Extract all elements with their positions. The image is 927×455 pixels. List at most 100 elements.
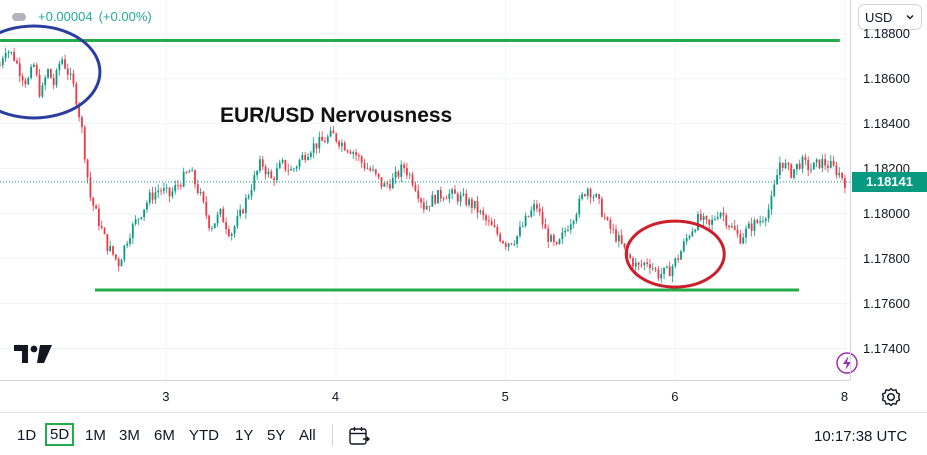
time-tick-label: 8 [840,389,849,404]
grid-lines [0,0,850,380]
candle-body [603,216,606,218]
candle-body [471,199,473,208]
candle-body [564,230,567,233]
timeframe-all-button[interactable]: All [299,427,316,444]
candle-body [369,168,372,171]
candle-body [81,117,83,128]
candle-body [680,251,682,260]
candle-body [818,159,821,168]
candle-body [420,198,422,203]
candle-body [552,235,555,242]
time-tick-label: 3 [162,389,170,404]
candle-body [304,155,307,161]
candle-body [773,184,776,197]
candle-body [651,268,654,269]
tradingview-logo-icon[interactable] [14,345,52,363]
candle-body [499,234,502,242]
candle-body [586,188,589,196]
currency-selector[interactable]: USD [858,4,922,30]
candle-body [711,219,713,225]
candle-body [691,231,694,237]
candle-body [157,190,160,193]
candle-body [216,214,219,224]
candle-body [742,237,745,244]
time-axis[interactable] [0,380,850,413]
annotation-circles [0,24,726,289]
candle-body [730,226,733,228]
candle-body [52,78,55,86]
candle-body [632,258,634,267]
candle-body [83,127,86,160]
candle-body [790,164,793,178]
price-axis[interactable] [850,0,927,380]
gear-icon[interactable] [880,386,902,408]
candle-body [109,246,112,252]
candle-body [581,194,584,199]
candle-body [194,170,196,185]
calendar-icon[interactable] [347,424,371,448]
collapse-pill-icon[interactable] [12,12,26,21]
candle-body [191,170,194,172]
candle-body [95,205,97,209]
candle-body [745,228,747,238]
candle-body [519,226,521,236]
candle-body [55,70,58,86]
candle-body [694,229,697,232]
candle-body [747,223,750,229]
candle-body [49,69,52,79]
candle-body [301,155,304,160]
candle-body [244,197,247,214]
candle-body [278,162,281,169]
candle-body [264,166,267,175]
candle-body [112,246,114,255]
candle-body [456,193,459,202]
candle-body [394,171,397,178]
timeframe-3m-button[interactable]: 3M [119,427,140,444]
candle-body [437,190,439,204]
candle-body [4,53,7,59]
timeframe-1d-button[interactable]: 1D [17,427,37,444]
flash-icon[interactable] [836,352,858,374]
candle-body [600,198,603,217]
timeframe-6m-button[interactable]: 6M [154,427,175,444]
candle-body [199,191,202,194]
candle-body [295,166,298,169]
price-tick-label: 1.18400 [863,115,910,131]
clock[interactable]: 10:17:38 UTC [814,428,908,445]
candle-body [69,73,72,75]
candle-body [502,241,504,244]
candle-body [18,63,21,77]
candle-body [422,202,425,210]
timeframe-1m-button[interactable]: 1M [85,427,106,444]
candle-body [668,266,671,277]
candle-body [770,196,773,210]
candle-body [779,162,781,176]
time-tick-label: 6 [671,389,679,404]
candle-body [355,152,357,156]
candle-body [318,136,321,149]
timeframe-5y-button[interactable]: 5Y [267,427,286,444]
candle-body [810,169,812,171]
candle-body [292,168,295,170]
candle-body [544,224,547,229]
timeframe-5d-button[interactable]: 5D [45,423,75,446]
levels [0,38,840,292]
candle-body [606,217,609,220]
candle-body [841,172,843,179]
price-chart[interactable] [0,0,850,380]
candle-body [7,51,10,54]
candle-body [346,150,349,152]
candle-body [821,159,824,168]
candle-body [298,159,301,167]
candle-body [829,160,832,168]
timeframe-1y-button[interactable]: 1Y [235,427,254,444]
candle-body [406,167,408,176]
candle-body [233,226,236,234]
candle-body [332,130,335,134]
candle-body [120,259,123,267]
candle-body [490,221,493,226]
candle-body [352,152,355,154]
timeframe-ytd-button[interactable]: YTD [189,427,219,444]
candle-body [733,226,736,230]
candle-body [38,74,41,97]
